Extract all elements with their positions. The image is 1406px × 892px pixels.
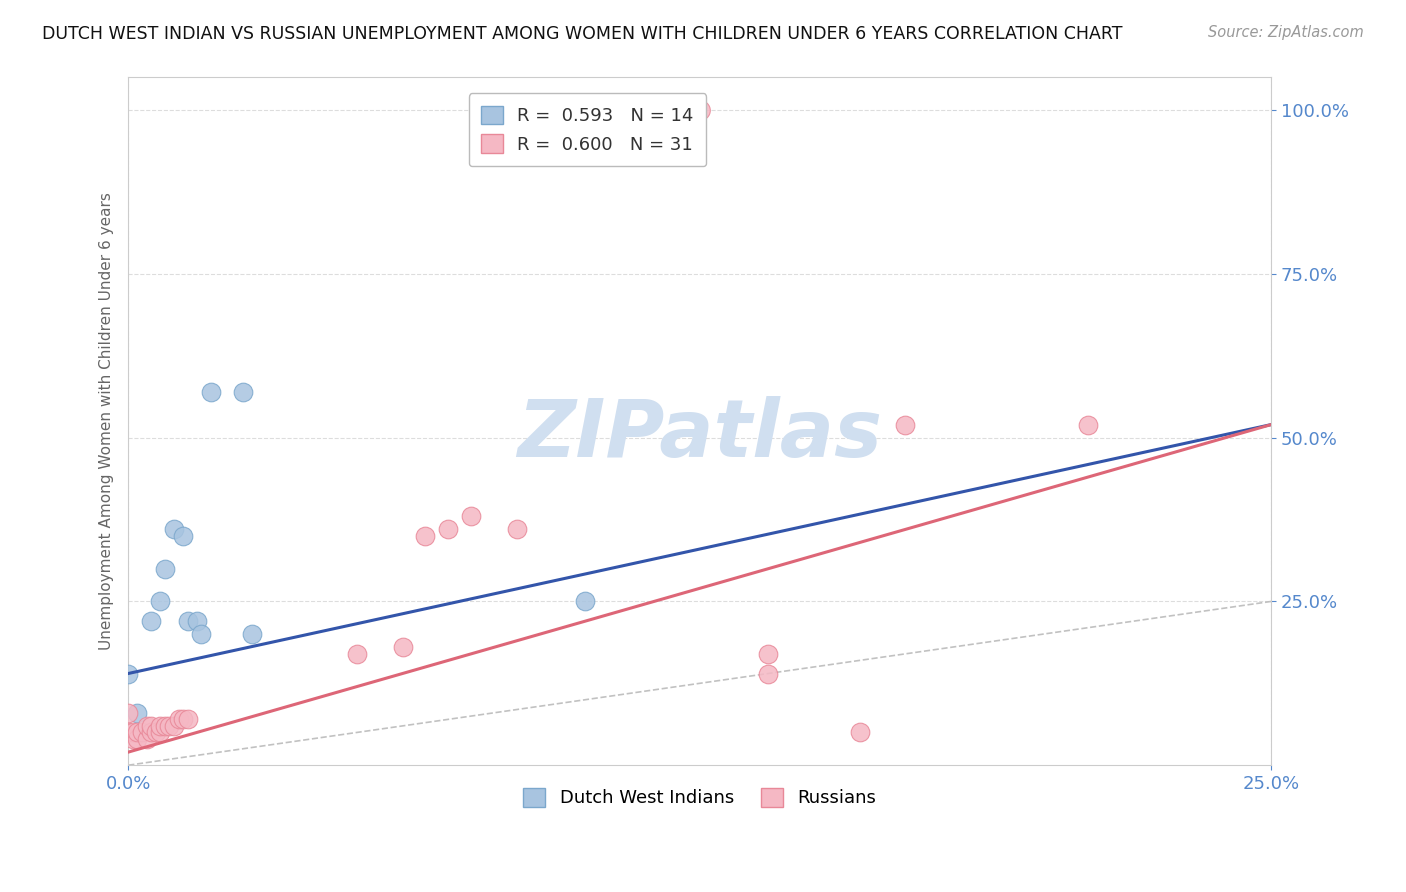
Point	[689, 103, 711, 118]
Point	[139, 725, 162, 739]
Point	[131, 725, 153, 739]
Point	[1077, 417, 1099, 432]
Point	[172, 712, 194, 726]
Point	[167, 712, 190, 726]
Point	[135, 719, 157, 733]
Point	[391, 640, 413, 655]
Point	[506, 522, 529, 536]
Legend: Dutch West Indians, Russians: Dutch West Indians, Russians	[516, 780, 883, 814]
Point	[176, 614, 198, 628]
Point	[437, 522, 460, 536]
Y-axis label: Unemployment Among Women with Children Under 6 years: Unemployment Among Women with Children U…	[100, 193, 114, 650]
Point	[190, 627, 212, 641]
Point	[231, 384, 253, 399]
Point	[117, 666, 139, 681]
Text: DUTCH WEST INDIAN VS RUSSIAN UNEMPLOYMENT AMONG WOMEN WITH CHILDREN UNDER 6 YEAR: DUTCH WEST INDIAN VS RUSSIAN UNEMPLOYMEN…	[42, 25, 1122, 43]
Point	[163, 719, 186, 733]
Point	[121, 725, 143, 739]
Point	[240, 627, 263, 641]
Point	[121, 731, 143, 746]
Point	[149, 719, 172, 733]
Point	[200, 384, 222, 399]
Point	[153, 562, 176, 576]
Point	[172, 529, 194, 543]
Point	[145, 725, 167, 739]
Point	[135, 731, 157, 746]
Point	[186, 614, 208, 628]
Point	[894, 417, 917, 432]
Point	[153, 719, 176, 733]
Point	[415, 529, 437, 543]
Point	[149, 594, 172, 608]
Point	[127, 731, 149, 746]
Point	[117, 706, 139, 720]
Point	[346, 647, 368, 661]
Point	[756, 666, 779, 681]
Point	[756, 647, 779, 661]
Point	[157, 719, 180, 733]
Point	[176, 712, 198, 726]
Point	[117, 725, 139, 739]
Point	[127, 706, 149, 720]
Point	[848, 725, 870, 739]
Text: Source: ZipAtlas.com: Source: ZipAtlas.com	[1208, 25, 1364, 40]
Point	[149, 725, 172, 739]
Point	[163, 522, 186, 536]
Point	[574, 594, 596, 608]
Text: ZIPatlas: ZIPatlas	[517, 396, 882, 474]
Point	[139, 719, 162, 733]
Point	[139, 614, 162, 628]
Point	[460, 509, 482, 524]
Point	[127, 725, 149, 739]
